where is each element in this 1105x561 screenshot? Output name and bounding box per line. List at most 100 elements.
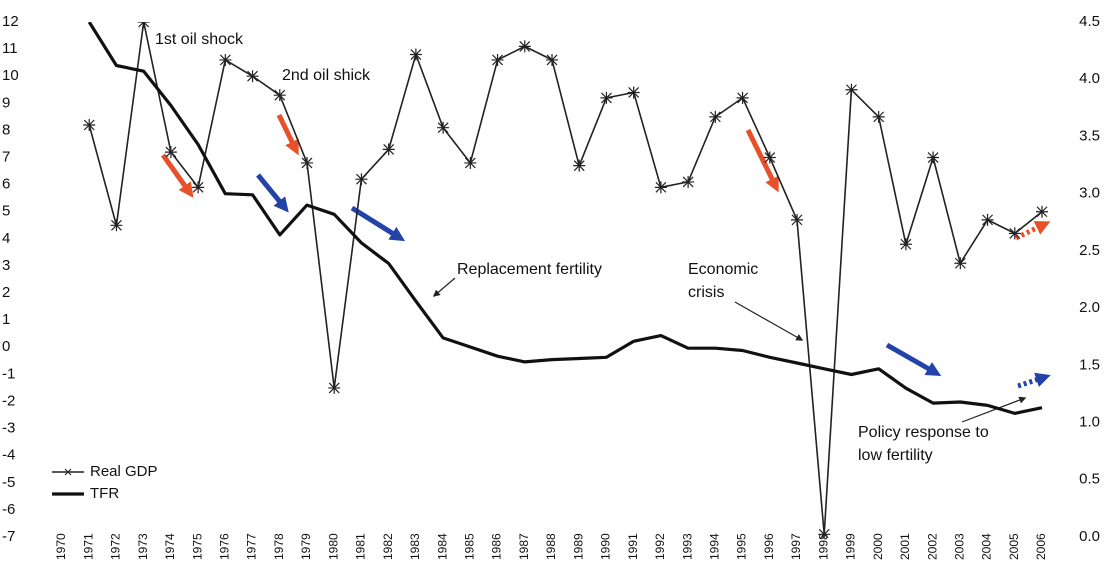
x-tick-label: 1978 — [272, 533, 286, 560]
x-tick-label: 2000 — [871, 533, 885, 560]
x-tick-label: 1991 — [626, 533, 640, 560]
data-point — [246, 70, 259, 83]
series-line — [88, 22, 1043, 536]
y2-tick-label: 1.0 — [1079, 414, 1100, 431]
x-tick-label: 1994 — [708, 533, 722, 560]
y-tick-label: 8 — [2, 121, 10, 138]
data-point — [872, 110, 885, 123]
x-tick-label: 1983 — [408, 533, 422, 560]
x-tick-label: 1999 — [844, 533, 858, 560]
x-tick-label: 1982 — [381, 533, 395, 560]
data-point — [328, 381, 341, 394]
data-point — [83, 119, 96, 131]
y-tick-label: 10 — [2, 67, 19, 84]
x-tick-label: 1988 — [544, 533, 558, 560]
x-tick-label: 1990 — [599, 533, 613, 560]
leader-arrow — [961, 396, 1027, 423]
annotation: crisis — [688, 284, 724, 301]
data-point — [736, 91, 749, 104]
x-tick-label: 2005 — [1007, 533, 1021, 560]
y-tick-label: -7 — [2, 528, 15, 545]
x-tick-label: 1989 — [571, 533, 585, 560]
x-tick-label: 1974 — [163, 533, 177, 560]
data-point — [382, 143, 395, 156]
x-tick-label: 1977 — [245, 533, 259, 560]
legend-label: TFR — [90, 485, 119, 502]
y-tick-label: 6 — [2, 176, 10, 193]
y-tick-label: 2 — [2, 284, 10, 301]
leader-arrow — [432, 277, 456, 297]
x-tick-label: 1970 — [54, 533, 68, 560]
x-tick-label: 1975 — [190, 533, 204, 560]
data-point — [355, 173, 368, 186]
data-point — [845, 83, 858, 96]
red-arrow — [1014, 221, 1051, 241]
y-tick-label: 1 — [2, 311, 10, 328]
x-tick-label: 1993 — [680, 533, 694, 560]
y-tick-label: 12 — [2, 13, 19, 30]
data-point — [818, 528, 831, 538]
y-tick-label: 9 — [2, 94, 10, 111]
x-tick-label: 1972 — [109, 533, 123, 560]
x-tick-label: 1985 — [463, 533, 477, 560]
data-point — [899, 238, 912, 251]
annotation: low fertility — [858, 447, 933, 464]
annotation: Economic — [688, 261, 758, 278]
data-point — [682, 175, 695, 188]
data-point — [301, 156, 313, 169]
data-point — [137, 22, 150, 28]
x-tick-label: 1998 — [816, 533, 830, 560]
data-point — [709, 110, 722, 123]
data-point — [600, 91, 613, 104]
leader-arrow — [734, 301, 804, 341]
y2-tick-label: 1.5 — [1079, 356, 1100, 373]
blue-arrow — [350, 205, 406, 242]
data-point — [491, 53, 504, 66]
plot-area — [83, 22, 1048, 538]
data-point — [927, 151, 940, 164]
data-point — [1036, 205, 1048, 218]
data-point — [791, 213, 803, 226]
legend-marker — [64, 468, 72, 476]
blue-arrow — [1017, 372, 1051, 389]
annotation: Policy response to — [858, 424, 989, 441]
x-tick-label: 2002 — [925, 533, 939, 560]
legend-label: Real GDP — [90, 463, 158, 480]
data-point — [273, 89, 286, 102]
y-tick-label: 4 — [2, 230, 10, 247]
annotation: 2nd oil shick — [282, 67, 371, 84]
data-point — [546, 53, 558, 66]
data-point — [409, 48, 422, 61]
red-arrow — [276, 113, 299, 156]
y2-tick-label: 4.0 — [1079, 70, 1100, 87]
red-arrow — [160, 153, 194, 198]
x-tick-label: 1995 — [735, 533, 749, 560]
x-tick-label: 2003 — [953, 533, 967, 560]
x-tick-label: 1981 — [354, 533, 368, 560]
annotation: Replacement fertility — [457, 261, 602, 278]
data-point — [437, 121, 450, 134]
y-tick-label: 11 — [2, 40, 18, 57]
y2-tick-label: 0.5 — [1079, 471, 1100, 488]
y-tick-label: -2 — [2, 392, 15, 409]
x-tick-label: 1973 — [136, 533, 150, 560]
x-tick-label: 1997 — [789, 533, 803, 560]
x-tick-label: 1996 — [762, 533, 776, 560]
x-tick-label: 1986 — [490, 533, 504, 560]
data-point — [654, 181, 667, 194]
y-tick-label: -6 — [2, 501, 15, 518]
y2-tick-label: 3.0 — [1079, 185, 1100, 202]
y2-tick-label: 3.5 — [1079, 127, 1100, 144]
x-tick-label: 1984 — [435, 533, 449, 560]
x-tick-label: 1976 — [218, 533, 232, 560]
red-arrow — [745, 128, 779, 193]
blue-arrow — [256, 173, 289, 213]
y-tick-label: -3 — [2, 420, 15, 437]
data-point — [110, 219, 123, 232]
x-tick-label: 1992 — [653, 533, 667, 560]
y-tick-label: -1 — [2, 365, 15, 382]
data-point — [464, 156, 477, 169]
data-point — [627, 86, 640, 99]
annotation: 1st oil shock — [155, 31, 244, 48]
